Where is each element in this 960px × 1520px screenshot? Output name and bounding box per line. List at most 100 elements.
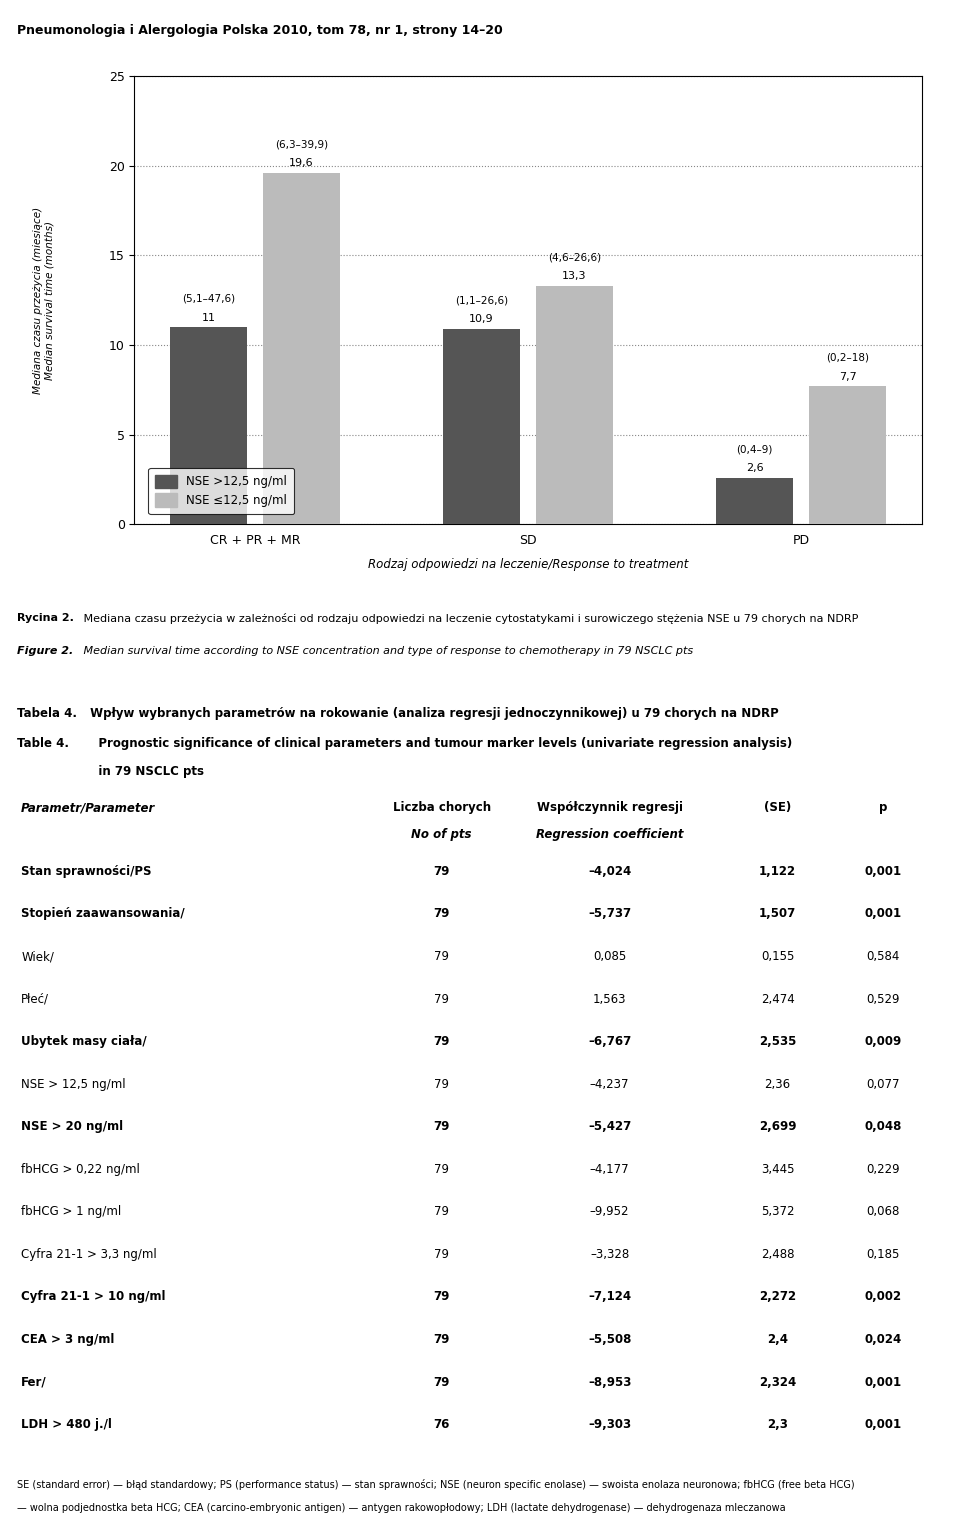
Text: 0,001: 0,001 xyxy=(865,1376,901,1389)
Text: 1,563: 1,563 xyxy=(593,993,626,1006)
Text: 13,3: 13,3 xyxy=(563,272,587,281)
Text: 79: 79 xyxy=(433,1290,450,1304)
Text: 3,445: 3,445 xyxy=(761,1163,794,1176)
Text: 79: 79 xyxy=(433,1376,450,1389)
Text: 2,699: 2,699 xyxy=(758,1120,797,1134)
Text: 0,048: 0,048 xyxy=(865,1120,901,1134)
Text: –7,124: –7,124 xyxy=(588,1290,631,1304)
Text: –6,767: –6,767 xyxy=(588,1035,632,1049)
Text: 10,9: 10,9 xyxy=(469,315,493,324)
Text: 0,085: 0,085 xyxy=(593,950,626,964)
Text: Mediana czasu przeżycia w zależności od rodzaju odpowiedzi na leczenie cytostaty: Mediana czasu przeżycia w zależności od … xyxy=(80,613,858,623)
Text: 2,6: 2,6 xyxy=(746,464,763,473)
Text: Table 4.: Table 4. xyxy=(17,737,69,751)
Bar xyxy=(170,327,247,524)
Bar xyxy=(809,386,886,524)
Text: Cyfra 21-1 > 3,3 ng/ml: Cyfra 21-1 > 3,3 ng/ml xyxy=(21,1248,156,1262)
Text: 0,068: 0,068 xyxy=(867,1205,900,1219)
Text: 79: 79 xyxy=(434,1078,449,1091)
Text: 0,024: 0,024 xyxy=(865,1333,901,1347)
Text: –5,737: –5,737 xyxy=(588,907,631,921)
Text: Prognostic significance of clinical parameters and tumour marker levels (univari: Prognostic significance of clinical para… xyxy=(86,737,793,751)
Text: 0,002: 0,002 xyxy=(865,1290,901,1304)
Text: 0,009: 0,009 xyxy=(865,1035,901,1049)
Text: Stopień zaawansowania/: Stopień zaawansowania/ xyxy=(21,907,184,921)
Text: 11: 11 xyxy=(202,313,215,322)
Text: –9,303: –9,303 xyxy=(588,1418,631,1432)
Bar xyxy=(444,328,519,524)
Text: Rycina 2.: Rycina 2. xyxy=(17,613,74,623)
Text: Fer/: Fer/ xyxy=(21,1376,47,1389)
Text: 79: 79 xyxy=(434,1205,449,1219)
Text: –3,328: –3,328 xyxy=(590,1248,629,1262)
Text: 79: 79 xyxy=(433,1333,450,1347)
Bar xyxy=(716,477,793,524)
Text: Liczba chorych: Liczba chorych xyxy=(393,801,491,815)
Text: Parametr/Parameter: Parametr/Parameter xyxy=(21,801,156,815)
Text: in 79 NSCLC pts: in 79 NSCLC pts xyxy=(86,765,204,778)
Text: 76: 76 xyxy=(433,1418,450,1432)
Text: 2,324: 2,324 xyxy=(759,1376,796,1389)
Text: 2,474: 2,474 xyxy=(760,993,795,1006)
Text: Rodzaj odpowiedzi na leczenie/Response to treatment: Rodzaj odpowiedzi na leczenie/Response t… xyxy=(368,558,688,572)
Text: Regression coefficient: Regression coefficient xyxy=(536,828,684,842)
Bar xyxy=(263,173,340,524)
Text: p: p xyxy=(879,801,887,815)
Text: 2,3: 2,3 xyxy=(767,1418,788,1432)
Text: 2,488: 2,488 xyxy=(761,1248,794,1262)
Text: — wolna podjednostka beta HCG; CEA (carcino-embryonic antigen) — antygen rakowop: — wolna podjednostka beta HCG; CEA (carc… xyxy=(17,1503,786,1514)
Legend: NSE >12,5 ng/ml, NSE ≤12,5 ng/ml: NSE >12,5 ng/ml, NSE ≤12,5 ng/ml xyxy=(148,468,294,514)
Text: (SE): (SE) xyxy=(764,801,791,815)
Text: (0,2–18): (0,2–18) xyxy=(826,353,869,363)
Text: Cyfra 21-1 > 10 ng/ml: Cyfra 21-1 > 10 ng/ml xyxy=(21,1290,166,1304)
Text: –8,953: –8,953 xyxy=(588,1376,632,1389)
Text: 0,185: 0,185 xyxy=(867,1248,900,1262)
Text: 0,077: 0,077 xyxy=(867,1078,900,1091)
Text: 0,001: 0,001 xyxy=(865,1418,901,1432)
Text: NSE > 20 ng/ml: NSE > 20 ng/ml xyxy=(21,1120,123,1134)
Text: 0,529: 0,529 xyxy=(867,993,900,1006)
Text: NSE > 12,5 ng/ml: NSE > 12,5 ng/ml xyxy=(21,1078,126,1091)
Text: 79: 79 xyxy=(433,1120,450,1134)
Text: Tabela 4.: Tabela 4. xyxy=(17,707,77,720)
Text: 1,507: 1,507 xyxy=(759,907,796,921)
Text: (5,1–47,6): (5,1–47,6) xyxy=(181,293,235,304)
Text: 1,122: 1,122 xyxy=(759,865,796,879)
Text: 79: 79 xyxy=(433,1035,450,1049)
Text: 2,36: 2,36 xyxy=(764,1078,791,1091)
Text: –4,177: –4,177 xyxy=(589,1163,630,1176)
Text: 79: 79 xyxy=(434,950,449,964)
Text: Pneumonologia i Alergologia Polska 2010, tom 78, nr 1, strony 14–20: Pneumonologia i Alergologia Polska 2010,… xyxy=(17,24,503,38)
Text: 0,229: 0,229 xyxy=(866,1163,900,1176)
Text: Figure 2.: Figure 2. xyxy=(17,646,74,657)
Text: 79: 79 xyxy=(434,1248,449,1262)
Text: fbHCG > 1 ng/ml: fbHCG > 1 ng/ml xyxy=(21,1205,121,1219)
Text: (4,6–26,6): (4,6–26,6) xyxy=(548,252,601,263)
Text: 79: 79 xyxy=(433,907,450,921)
Text: Mediana czasu przeżycia (miesiące)
Median survival time (months): Mediana czasu przeżycia (miesiące) Media… xyxy=(33,207,55,394)
Text: –9,952: –9,952 xyxy=(589,1205,630,1219)
Text: (1,1–26,6): (1,1–26,6) xyxy=(455,295,508,306)
Text: Płeć/: Płeć/ xyxy=(21,993,49,1006)
Text: Współczynnik regresji: Współczynnik regresji xyxy=(537,801,683,815)
Text: Median survival time according to NSE concentration and type of response to chem: Median survival time according to NSE co… xyxy=(80,646,693,657)
Text: 79: 79 xyxy=(434,993,449,1006)
Text: 7,7: 7,7 xyxy=(839,372,856,382)
Text: 79: 79 xyxy=(433,865,450,879)
Text: 0,001: 0,001 xyxy=(865,907,901,921)
Text: –5,508: –5,508 xyxy=(588,1333,632,1347)
Text: Wpływ wybranych parametrów na rokowanie (analiza regresji jednoczynnikowej) u 79: Wpływ wybranych parametrów na rokowanie … xyxy=(86,707,780,720)
Text: (0,4–9): (0,4–9) xyxy=(736,444,773,454)
Bar xyxy=(537,286,612,524)
Text: fbHCG > 0,22 ng/ml: fbHCG > 0,22 ng/ml xyxy=(21,1163,140,1176)
Text: 5,372: 5,372 xyxy=(761,1205,794,1219)
Text: –4,024: –4,024 xyxy=(588,865,632,879)
Text: 19,6: 19,6 xyxy=(289,158,314,169)
Text: –4,237: –4,237 xyxy=(589,1078,630,1091)
Text: 2,272: 2,272 xyxy=(759,1290,796,1304)
Text: CEA > 3 ng/ml: CEA > 3 ng/ml xyxy=(21,1333,114,1347)
Text: SE (standard error) — błąd standardowy; PS (performance status) — stan sprawnośc: SE (standard error) — błąd standardowy; … xyxy=(17,1479,855,1490)
Text: 0,001: 0,001 xyxy=(865,865,901,879)
Text: 2,535: 2,535 xyxy=(759,1035,796,1049)
Text: 0,155: 0,155 xyxy=(761,950,794,964)
